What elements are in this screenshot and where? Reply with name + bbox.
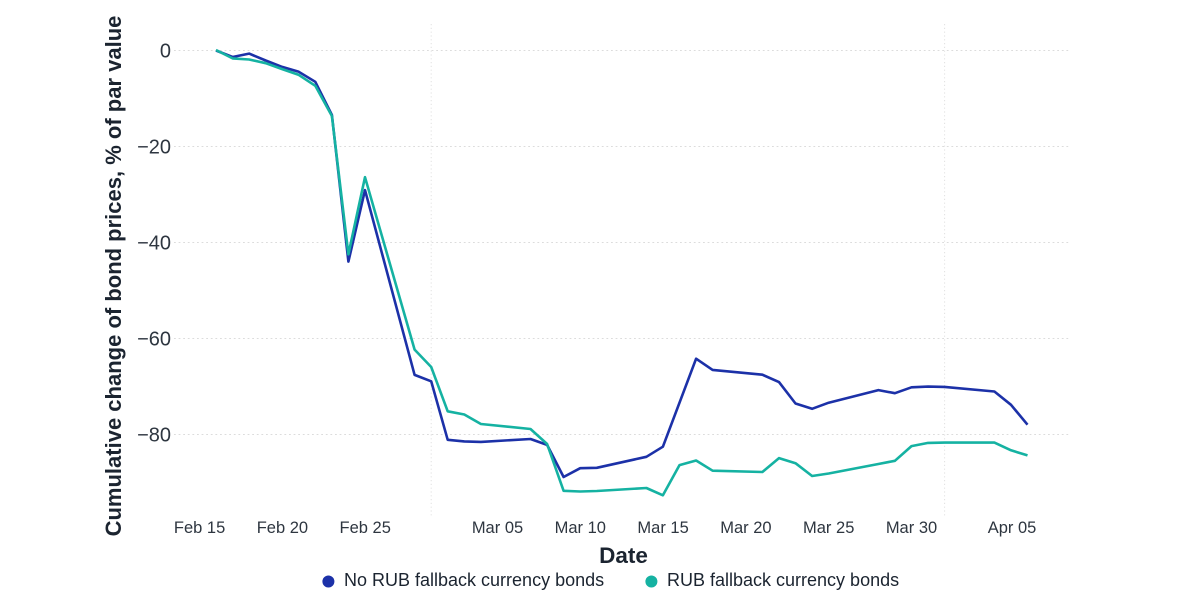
svg-text:Mar 05: Mar 05 [472, 519, 523, 537]
svg-text:−60: −60 [137, 329, 171, 351]
svg-text:Mar 25: Mar 25 [803, 519, 854, 537]
svg-text:Feb 15: Feb 15 [174, 519, 225, 537]
svg-text:−20: −20 [137, 137, 171, 159]
svg-text:0: 0 [160, 41, 171, 63]
svg-text:RUB fallback currency bonds: RUB fallback currency bonds [667, 570, 899, 590]
svg-text:No RUB fallback currency bonds: No RUB fallback currency bonds [344, 570, 604, 590]
svg-text:−80: −80 [137, 425, 171, 447]
svg-text:Mar 10: Mar 10 [555, 519, 606, 537]
svg-text:−40: −40 [137, 233, 171, 255]
svg-text:Apr 05: Apr 05 [988, 519, 1037, 537]
svg-text:Mar 15: Mar 15 [637, 519, 688, 537]
svg-text:Mar 30: Mar 30 [886, 519, 937, 537]
svg-text:Date: Date [599, 543, 648, 568]
svg-text:Feb 25: Feb 25 [340, 519, 391, 537]
svg-text:Mar 20: Mar 20 [720, 519, 771, 537]
svg-text:Cumulative change of bond pric: Cumulative change of bond prices, % of p… [101, 16, 126, 537]
svg-text:Feb 20: Feb 20 [257, 519, 308, 537]
